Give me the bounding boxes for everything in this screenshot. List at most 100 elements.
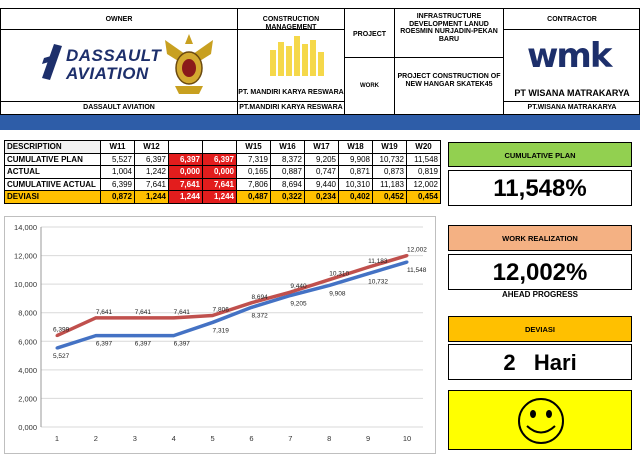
data-label: 11,548 xyxy=(407,267,427,274)
data-point xyxy=(172,334,176,338)
table-header-cell: W13 xyxy=(168,140,203,154)
row-label: ACTUAL xyxy=(4,165,101,179)
data-label: 6,399 xyxy=(53,327,70,334)
data-point xyxy=(211,313,215,317)
table-cell: 7,806 xyxy=(236,177,271,191)
project-caption-cell: PROJECT WORK xyxy=(345,9,395,114)
y-tick-label: 2,000 xyxy=(18,394,37,403)
owner-cell: OWNER DASSAULT AVIATION xyxy=(1,9,238,114)
deviasi-row: DEVIASI 0,872 1,244 1,244 1,244 0,487 0,… xyxy=(4,190,441,204)
series-line xyxy=(56,253,408,338)
wmk-logo: wmk xyxy=(527,36,612,76)
cumulative-plan-value: 11,548% xyxy=(448,170,632,206)
table-cell: 11,183 xyxy=(372,177,407,191)
table-header-row: DESCRIPTION W11 W12 W13 W14 W15 W16 W17 … xyxy=(4,140,441,154)
data-point xyxy=(211,320,215,324)
table-cell: 1,242 xyxy=(134,165,169,179)
data-point xyxy=(366,265,370,269)
data-point xyxy=(133,334,137,338)
table-cell: 0,887 xyxy=(270,165,305,179)
deviasi-title: DEVIASI xyxy=(448,316,632,342)
dassault-bird-icon xyxy=(42,44,62,80)
y-tick-label: 4,000 xyxy=(18,366,37,375)
progress-table: DESCRIPTION W11 W12 W13 W14 W15 W16 W17 … xyxy=(4,140,441,204)
y-tick-label: 8,000 xyxy=(18,309,37,318)
data-point xyxy=(288,294,292,297)
cm-logo-text: PT. MANDIRI KARYA RESWARA xyxy=(238,89,344,96)
construction-management-cell: CONSTRUCTION MANAGEMENT PT. MANDIRI KARY… xyxy=(238,9,345,114)
table-cell: 11,548 xyxy=(406,152,441,166)
table-cell: 0,872 xyxy=(100,190,135,204)
table-header-cell: W19 xyxy=(372,140,407,154)
y-tick-label: 10,000 xyxy=(14,280,37,289)
deviasi-value: 2 Hari xyxy=(448,344,632,380)
table-header-cell: W20 xyxy=(406,140,441,154)
data-label: 9,908 xyxy=(329,290,346,297)
table-header-cell: W14 xyxy=(202,140,237,154)
table-cell: 1,244 xyxy=(202,190,237,204)
data-label: 8,372 xyxy=(251,312,268,319)
table-cell: 6,399 xyxy=(100,177,135,191)
table-row: ACTUAL 1,004 1,242 0,000 0,000 0,165 0,8… xyxy=(4,165,441,179)
work-text: PROJECT CONSTRUCTION OF NEW HANGAR SKATE… xyxy=(397,73,501,88)
data-label: 11,183 xyxy=(368,258,388,265)
cumulative-plan-title: CUMULATIVE PLAN xyxy=(448,142,632,167)
work-realization-title: WORK REALIZATION xyxy=(448,225,632,251)
mandiri-building-icon xyxy=(270,36,324,76)
table-cell: 0,454 xyxy=(406,190,441,204)
contractor-name: PT.WISANA MATRAKARYA xyxy=(527,104,617,111)
data-point xyxy=(94,334,98,338)
row-label: CUMULATIVE PLAN xyxy=(4,152,101,166)
table-cell: 0,452 xyxy=(372,190,407,204)
table-header-cell: W16 xyxy=(270,140,305,154)
data-label: 12,002 xyxy=(407,247,427,254)
table-cell: 0,747 xyxy=(304,165,339,179)
x-tick-label: 5 xyxy=(210,434,214,443)
data-label: 7,641 xyxy=(174,309,191,316)
y-tick-label: 12,000 xyxy=(14,252,37,261)
data-label: 10,310 xyxy=(329,271,349,278)
table-cell: 10,732 xyxy=(372,152,407,166)
x-tick-label: 3 xyxy=(133,434,137,443)
air-force-emblem-icon xyxy=(165,34,213,94)
table-cell: 0,402 xyxy=(338,190,373,204)
table-cell: 9,440 xyxy=(304,177,339,191)
table-cell: 12,002 xyxy=(406,177,441,191)
data-point xyxy=(94,316,98,320)
project-text-cell: INFRASTRUCTURE DEVELOPMENT LANUD ROESMIN… xyxy=(395,9,504,114)
table-cell: 7,641 xyxy=(202,177,237,191)
dassault-logo-line1: DASSAULT xyxy=(66,46,162,65)
data-label: 6,397 xyxy=(96,341,113,348)
contractor-logo-text: PT WISANA MATRAKARYA xyxy=(514,88,630,98)
table-cell: 6,397 xyxy=(168,152,203,166)
data-label: 9,205 xyxy=(290,301,307,308)
x-tick-label: 6 xyxy=(249,434,253,443)
data-point xyxy=(249,301,253,305)
project-header: OWNER DASSAULT AVIATION CONSTRUCTION MAN… xyxy=(0,8,640,115)
table-cell: 1,004 xyxy=(100,165,135,179)
x-tick-label: 4 xyxy=(172,434,176,443)
table-cell: 0,000 xyxy=(202,165,237,179)
table-header-cell: W17 xyxy=(304,140,339,154)
data-point xyxy=(55,346,59,350)
owner-name: DASSAULT AVIATION xyxy=(83,104,155,111)
data-label: 7,641 xyxy=(96,309,113,316)
owner-caption: OWNER xyxy=(105,16,133,23)
status-smiley-panel xyxy=(448,390,632,450)
table-header-cell: W11 xyxy=(100,140,135,154)
y-tick-label: 14,000 xyxy=(14,223,37,232)
table-cell: 6,397 xyxy=(134,152,169,166)
project-text: INFRASTRUCTURE DEVELOPMENT LANUD ROESMIN… xyxy=(400,13,498,44)
x-tick-label: 10 xyxy=(403,434,411,443)
y-tick-label: 0,000 xyxy=(18,423,37,432)
data-point xyxy=(405,260,409,264)
data-label: 7,806 xyxy=(213,306,230,313)
data-label: 6,397 xyxy=(174,341,191,348)
row-label: CUMULATIIVE ACTUAL xyxy=(4,177,101,191)
table-row: CUMULATIVE PLAN 5,527 6,397 6,397 6,397 … xyxy=(4,152,441,166)
table-cell: 5,527 xyxy=(100,152,135,166)
data-label: 5,527 xyxy=(53,353,70,360)
table-cell: 8,694 xyxy=(270,177,305,191)
data-point xyxy=(288,290,292,294)
contractor-caption: CONTRACTOR xyxy=(547,16,597,23)
